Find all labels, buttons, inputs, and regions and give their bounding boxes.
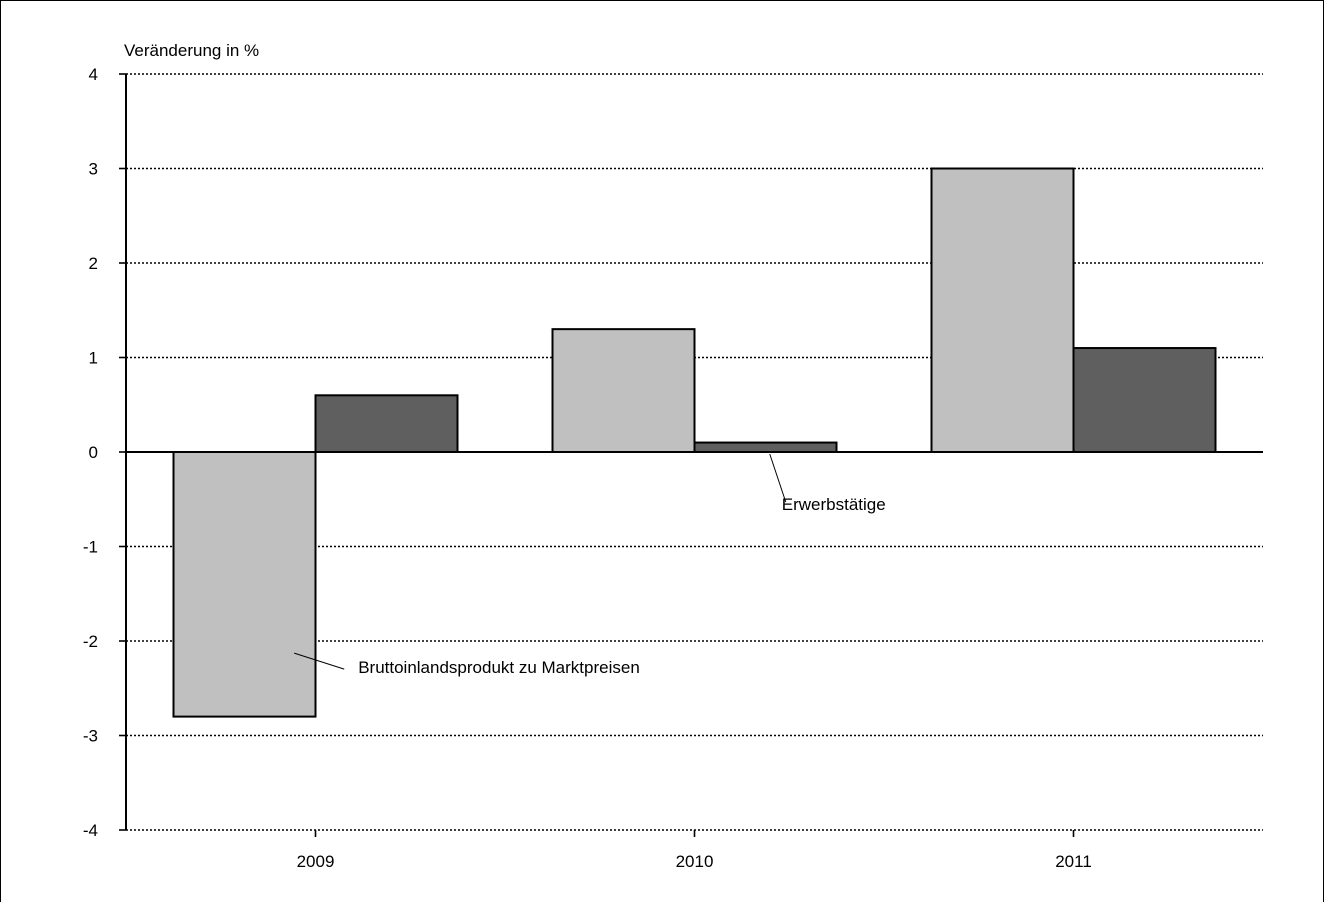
y-axis-label: Veränderung in %	[124, 41, 259, 60]
x-tick-label: 2011	[1055, 852, 1092, 871]
y-tick-label: -3	[83, 727, 98, 746]
bar-2010-series-1	[693, 441, 838, 453]
bar-2011-series-1	[1072, 347, 1217, 453]
axes	[119, 73, 1263, 837]
tick-labels: 4 3 2 1 0 -1 -2 -3 -4 2009 2010 2011	[83, 65, 1092, 871]
bar-2011-series-0	[930, 167, 1075, 453]
y-tick-label: -1	[83, 538, 98, 557]
bar-2009-series-1	[314, 394, 459, 453]
bar-2009-series-0	[172, 451, 317, 718]
annotation-leader-line	[769, 453, 787, 503]
annotations: Bruttoinlandsprodukt zu Marktpreisen Erwe…	[294, 453, 886, 677]
y-tick-label: 4	[89, 65, 98, 84]
y-tick-label: -4	[83, 821, 98, 840]
x-tick-label: 2009	[297, 852, 335, 871]
annotation-leader-line	[294, 652, 345, 670]
bar-2010-series-0	[551, 328, 696, 453]
bars	[172, 167, 1217, 718]
y-tick-label: 1	[89, 349, 98, 368]
y-tick-label: -2	[83, 632, 98, 651]
y-tick-label: 0	[89, 443, 98, 462]
y-tick-label: 3	[89, 160, 98, 179]
annotation-label: Bruttoinlandsprodukt zu Marktpreisen	[358, 658, 640, 677]
x-tick-label: 2010	[676, 852, 714, 871]
y-tick-label: 2	[89, 254, 98, 273]
annotation-label: Erwerbstätige	[782, 495, 886, 514]
